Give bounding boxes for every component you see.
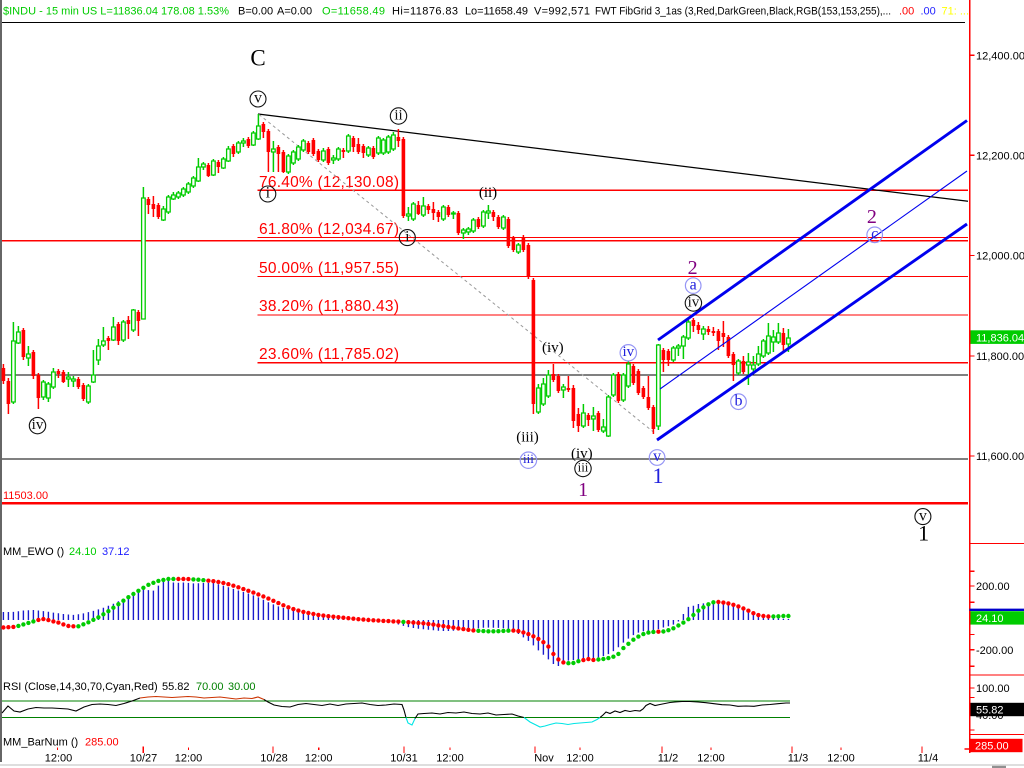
svg-text:(iv): (iv) xyxy=(571,446,593,462)
svg-text:C: C xyxy=(250,46,265,71)
svg-text:285.00: 285.00 xyxy=(975,741,1009,753)
svg-text:RSI (Close,14,30,70,Cyan,Red)5: RSI (Close,14,30,70,Cyan,Red) 55.82 70.00 3… xyxy=(3,681,256,693)
svg-text:76.40% (12,130.08): 76.40% (12,130.08) xyxy=(259,174,399,191)
svg-text:100.00: 100.00 xyxy=(976,683,1010,695)
svg-text:12,000.00: 12,000.00 xyxy=(976,251,1024,263)
svg-text:12:00: 12:00 xyxy=(697,753,725,765)
svg-text:a: a xyxy=(690,276,697,293)
svg-text:38.20% (11,880.43): 38.20% (11,880.43) xyxy=(259,298,399,315)
svg-text:2: 2 xyxy=(867,206,877,228)
svg-text:12:00: 12:00 xyxy=(566,753,594,765)
svg-text:$INDU - 15 min US L=11836.04 1: $INDU - 15 min US L=11836.04 178.08 1.53… xyxy=(3,6,969,18)
svg-text:10/31: 10/31 xyxy=(390,753,418,765)
svg-text:24.10: 24.10 xyxy=(976,613,1004,625)
svg-text:v: v xyxy=(919,507,927,524)
svg-text:11/3: 11/3 xyxy=(788,753,809,765)
svg-text:iv: iv xyxy=(688,294,700,310)
svg-text:11,836.04: 11,836.04 xyxy=(976,332,1024,344)
svg-text:12:00: 12:00 xyxy=(827,753,855,765)
svg-text:12,200.00: 12,200.00 xyxy=(976,150,1024,162)
svg-text:50.00% (11,957.55): 50.00% (11,957.55) xyxy=(259,260,399,277)
svg-text:11,600.00: 11,600.00 xyxy=(976,451,1024,463)
svg-text:c: c xyxy=(871,226,878,243)
svg-text:11/4: 11/4 xyxy=(918,753,939,765)
svg-text:12:00: 12:00 xyxy=(436,753,464,765)
svg-text:55.82: 55.82 xyxy=(976,705,1004,717)
svg-text:200.00: 200.00 xyxy=(976,581,1010,593)
svg-text:iii: iii xyxy=(523,451,534,466)
svg-text:MM_BarNum ()285.00: MM_BarNum () 285.00 xyxy=(3,737,119,749)
svg-text:12:00: 12:00 xyxy=(175,753,203,765)
svg-text:(iii): (iii) xyxy=(516,430,539,446)
svg-text:12:00: 12:00 xyxy=(45,753,73,765)
svg-text:-200.00: -200.00 xyxy=(976,645,1013,657)
svg-text:i: i xyxy=(405,228,410,245)
svg-text:61.80% (12,034.67): 61.80% (12,034.67) xyxy=(259,221,399,238)
svg-text:23.60% (11,785.02): 23.60% (11,785.02) xyxy=(259,346,399,363)
svg-text:v: v xyxy=(254,90,262,107)
svg-text:iv: iv xyxy=(622,344,634,360)
svg-text:1: 1 xyxy=(653,463,664,488)
svg-text:10/27: 10/27 xyxy=(130,753,158,765)
svg-text:i: i xyxy=(266,185,271,202)
svg-text:12,400.00: 12,400.00 xyxy=(976,50,1024,62)
svg-text:v: v xyxy=(653,448,661,465)
svg-text:11503.00: 11503.00 xyxy=(3,490,48,502)
svg-text:iii: iii xyxy=(578,460,589,475)
svg-text:12:00: 12:00 xyxy=(305,753,333,765)
svg-text:2: 2 xyxy=(688,257,698,279)
svg-text:iv: iv xyxy=(32,417,44,433)
svg-text:(iv): (iv) xyxy=(542,340,564,356)
svg-text:(ii): (ii) xyxy=(479,185,497,201)
svg-text:1: 1 xyxy=(918,521,929,546)
svg-text:10/28: 10/28 xyxy=(260,753,288,765)
svg-text:ii: ii xyxy=(394,108,402,124)
svg-text:1: 1 xyxy=(578,479,588,501)
svg-text:Nov: Nov xyxy=(534,753,554,765)
svg-text:11/2: 11/2 xyxy=(658,753,679,765)
svg-text:b: b xyxy=(735,392,743,409)
svg-text:11,800.00: 11,800.00 xyxy=(976,351,1024,363)
